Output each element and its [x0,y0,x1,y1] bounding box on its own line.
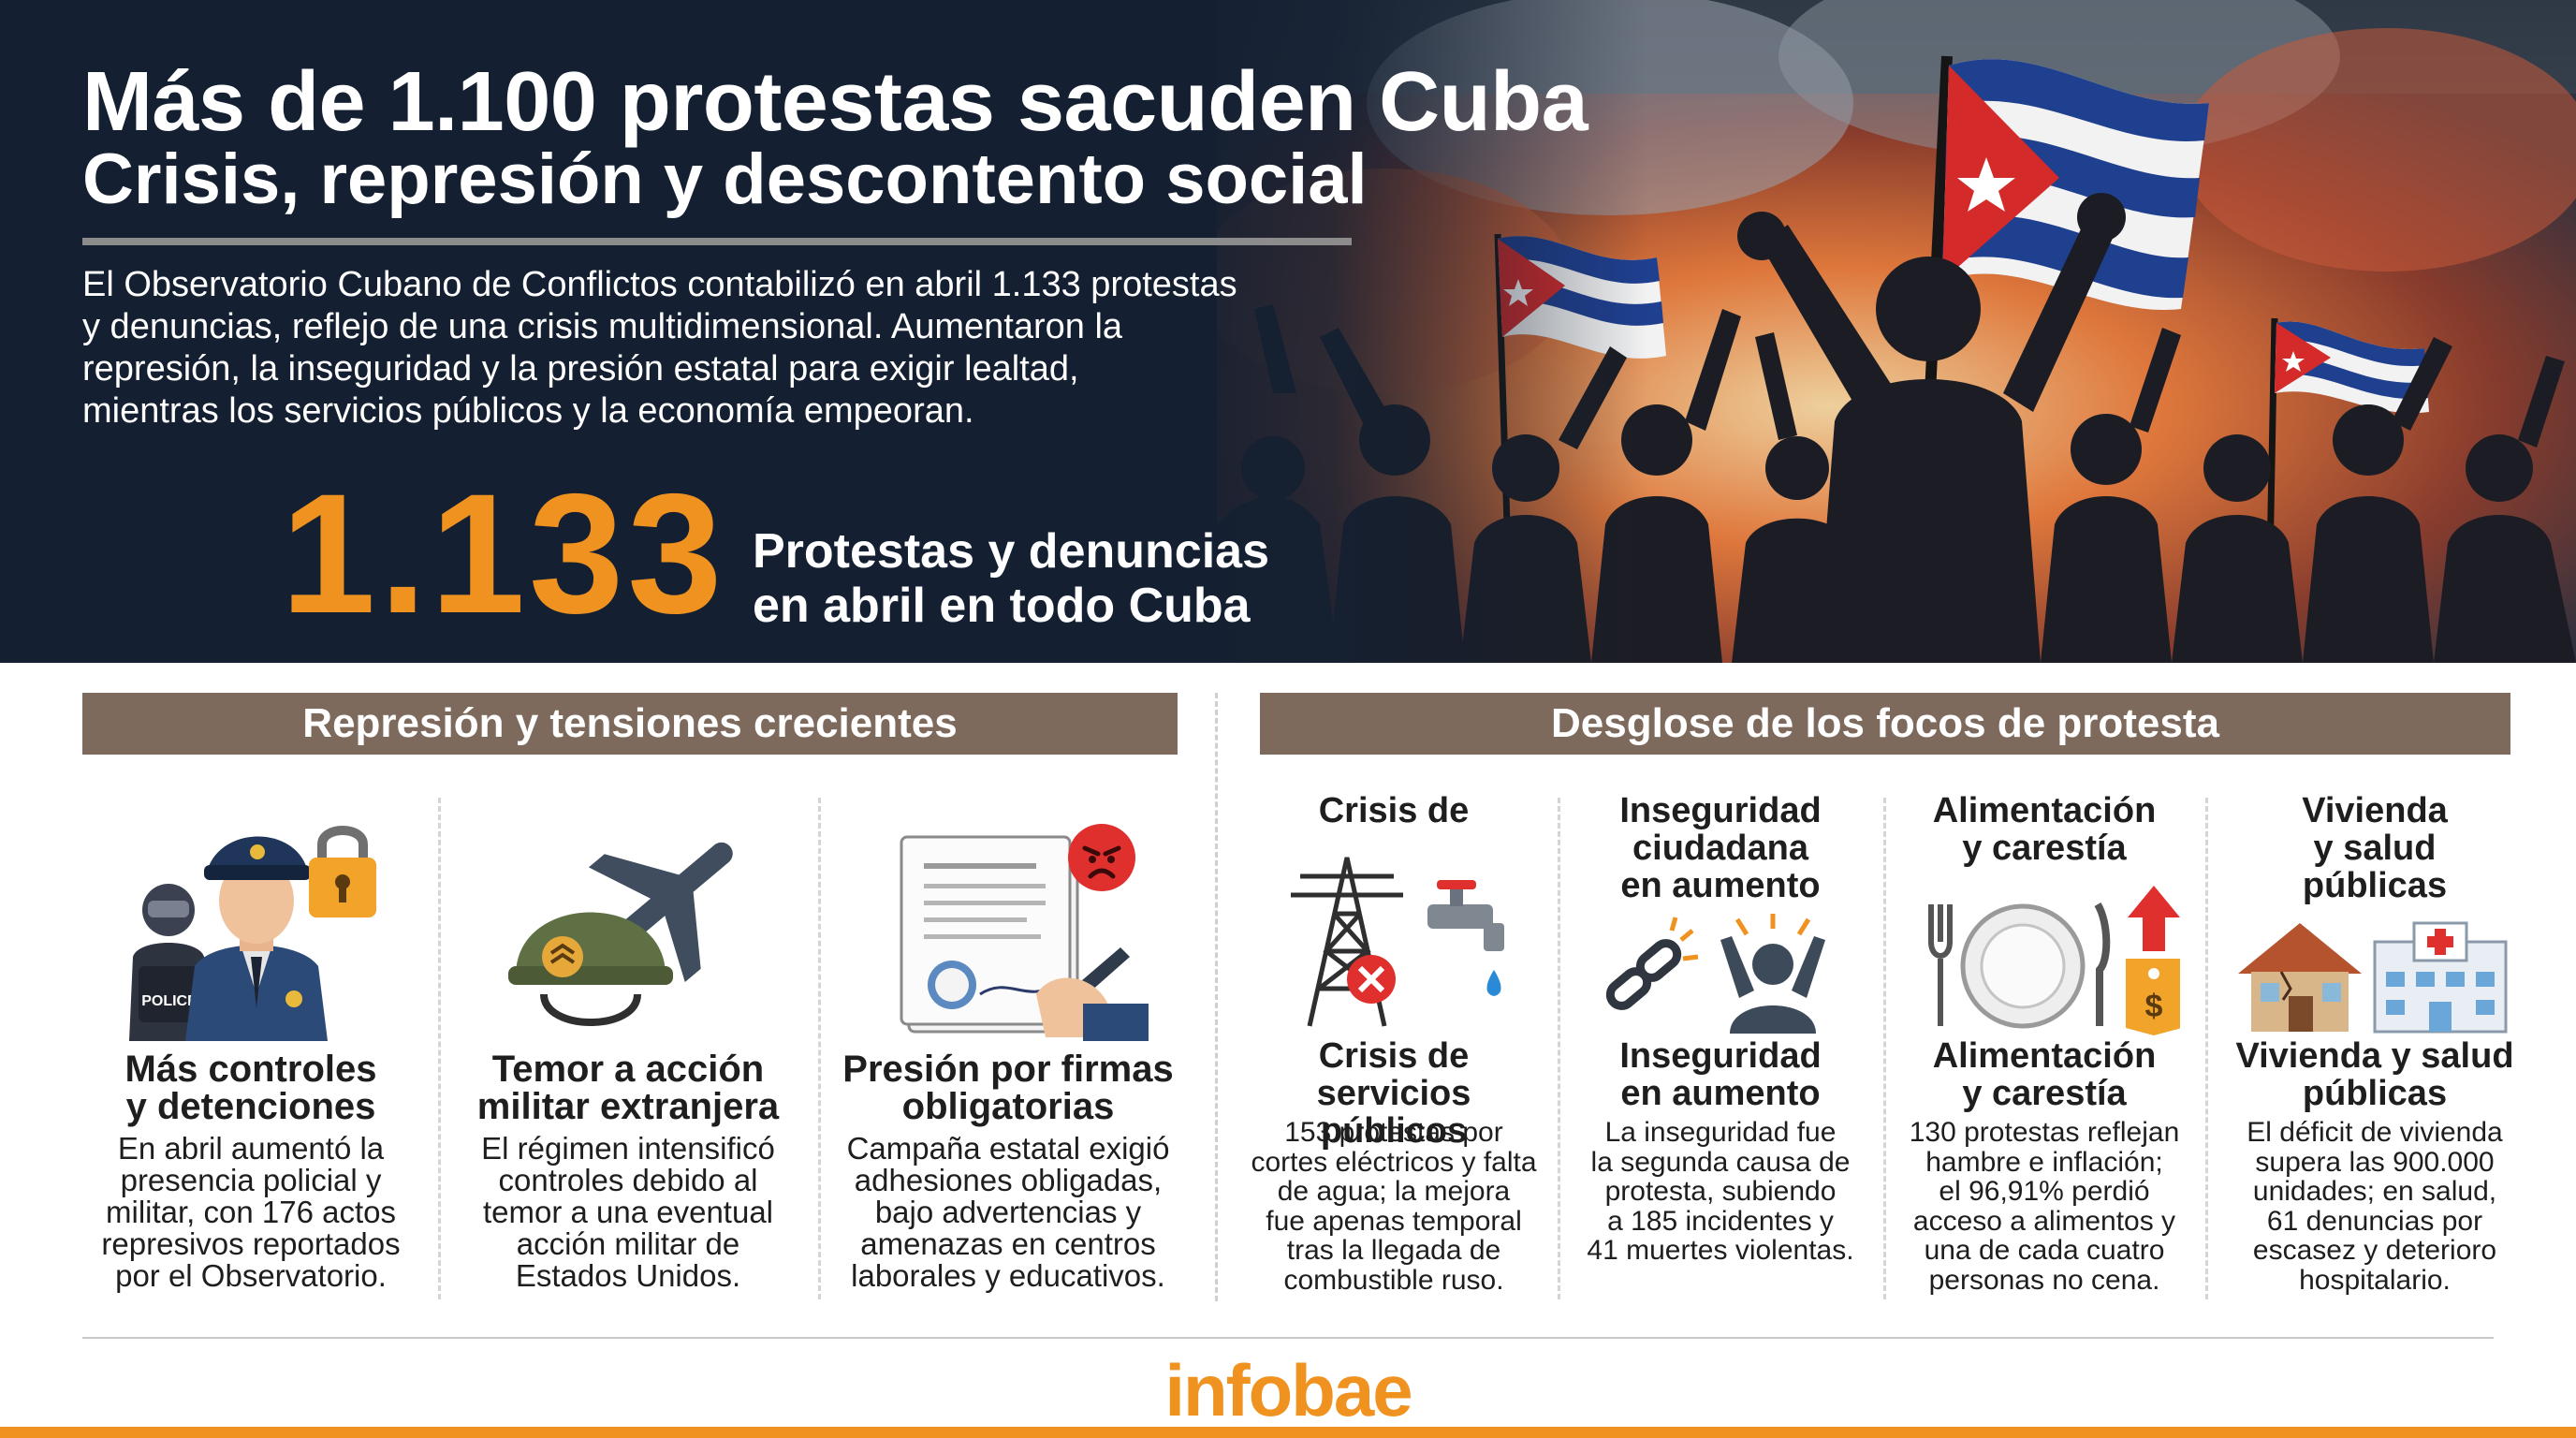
angry-face-icon [1068,824,1135,891]
card-divider [1558,798,1560,1299]
card-heading: Inseguridad ciudadana en aumento [1619,791,1822,905]
distressed-person-icon [1720,914,1825,1034]
repression-card-controls: POLICE Más controles y detenciones En abr… [82,798,419,1303]
foco-card-alimentacion: Alimentación y carestía $ Alimentación y c… [1898,792,2190,1298]
card-title: Temor a acción militar extranjera [476,1049,780,1127]
card-description: 130 protestas reflejan hambre e inflación… [1909,1117,2180,1296]
damaged-house-icon [2238,921,2508,1034]
hero-banner: Más de 1.100 protestas sacuden Cuba Cris… [0,0,2576,663]
card-heading: Alimentación y carestía [1932,791,2157,868]
big-number: 1.133 [281,458,726,649]
card-title: Vivienda y salud públicas [2235,1036,2514,1113]
hero-fade-overlay [1123,0,1647,663]
card-title: Presión por firmas obligatorias [842,1049,1174,1127]
bottom-accent-bar [0,1427,2576,1438]
card-heading: Vivienda y salud públicas [2302,791,2448,905]
cuban-flag-small-right [2266,317,2429,563]
big-number-label: Protestas y denuncias en abril en todo C… [753,524,1269,633]
section-divider [1215,693,1218,1301]
price-tag-arrow-icon: $ [2126,886,2180,1035]
section-title-focos: Desglose de los focos de protesta [1260,693,2510,755]
card-description: El déficit de vivienda supera las 900.000… [2247,1117,2503,1296]
foco-card-inseguridad: Inseguridad ciudadana en aumento Insegurid… [1573,792,1868,1298]
foco-card-servicios: Crisis de Crisis de servicios públicos 15… [1245,792,1543,1298]
intro-line: mientras los servicios públicos y la eco… [82,391,974,431]
section-title-repression: Represión y tensiones crecientes [82,693,1178,755]
infobae-logo[interactable]: infobae [1164,1349,1412,1431]
card-divider [1883,798,1886,1299]
card-description: El régimen intensificó controles debido a… [481,1131,775,1293]
document-signing-icon [900,824,1149,1041]
repression-card-signatures: Presión por firmas obligatorias Campaña e… [837,798,1179,1303]
card-title: Inseguridad en aumento [1619,1036,1822,1113]
page-title: Más de 1.100 protestas sacuden Cuba [82,55,1588,149]
card-title: Crisis de servicios públicos [1316,1036,1471,1151]
card-divider [2205,798,2208,1299]
military-helmet-icon [508,842,733,1026]
page-subtitle: Crisis, represión y descontento social [82,139,1368,219]
title-divider [82,238,1352,245]
plate-cutlery-icon: $ [1928,886,2180,1035]
water-tap-icon [1427,880,1504,996]
card-title: Más controles y detenciones [124,1049,377,1127]
police-officer-icon: POLICE [129,826,376,1041]
card-description: La inseguridad fue la segunda causa de pro… [1587,1117,1854,1266]
cuban-flag-large [1923,55,2209,432]
card-description: 153 protestas por cortes eléctricos y fal… [1251,1117,1537,1296]
intro-line: y denuncias, reflejo de una crisis multi… [82,307,1123,346]
svg-text:$: $ [2145,989,2163,1024]
card-title: Alimentación y carestía [1932,1036,2157,1113]
footer-divider [82,1337,2494,1339]
hospital-icon [2373,921,2508,1034]
card-heading: Crisis de [1318,791,1470,830]
police-badge-text: POLICE [141,993,198,1009]
foco-card-vivienda-salud: Vivienda y salud públicas Vivienda y salud… [2220,792,2529,1298]
intro-line: represión, la inseguridad y la presión e… [82,349,1079,389]
card-divider [438,798,441,1299]
card-divider [818,798,821,1299]
card-description: Campaña estatal exigió adhesiones obligad… [846,1131,1170,1293]
repression-card-military: Temor a acción militar extranjera El régi… [457,798,799,1303]
broken-chain-icon [1605,914,1825,1034]
intro-paragraph: El Observatorio Cubano de Conflictos con… [82,264,1327,433]
intro-line: El Observatorio Cubano de Conflictos con… [82,265,1237,304]
power-tower-icon [1291,857,1504,1027]
